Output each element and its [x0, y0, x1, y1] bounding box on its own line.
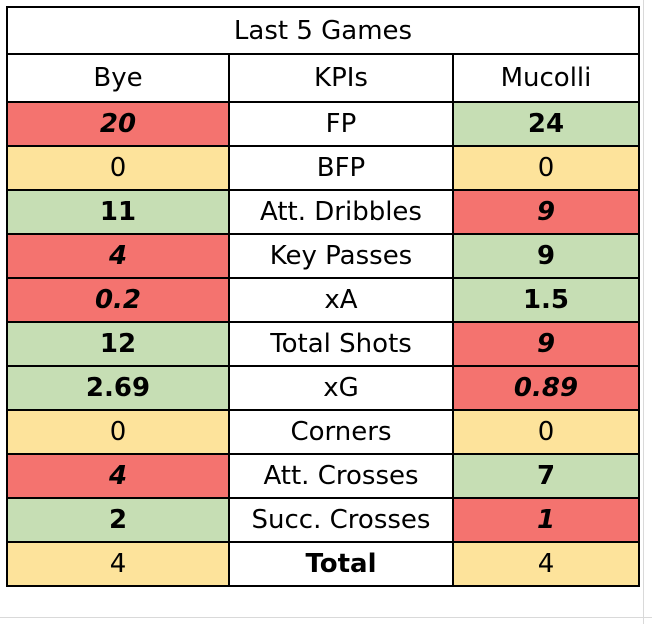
kpi-table-body: Last 5 Games Bye KPIs Mucolli 20 FP 24 0 BFP…	[6, 6, 640, 587]
right-value-cell: 24	[452, 101, 640, 147]
right-value-cell: 9	[452, 321, 640, 367]
table-row: 2.69 xG 0.89	[6, 365, 640, 411]
header-row: Bye KPIs Mucolli	[6, 53, 640, 103]
total-row: 4 Total 4	[6, 541, 640, 587]
left-value-cell: 0.2	[6, 277, 230, 323]
kpi-label-cell: BFP	[228, 145, 454, 191]
kpi-label-cell: xA	[228, 277, 454, 323]
table-row: 0 Corners 0	[6, 409, 640, 455]
kpi-label-cell: xG	[228, 365, 454, 411]
left-value-cell: 20	[6, 101, 230, 147]
total-right-cell: 4	[452, 541, 640, 587]
right-value-cell: 1.5	[452, 277, 640, 323]
right-value-cell: 1	[452, 497, 640, 543]
header-player-right: Mucolli	[452, 53, 640, 103]
left-value-cell: 2	[6, 497, 230, 543]
kpi-label-cell: Corners	[228, 409, 454, 455]
right-value-cell: 0.89	[452, 365, 640, 411]
right-value-cell: 9	[452, 233, 640, 279]
table-row: 4 Key Passes 9	[6, 233, 640, 279]
left-value-cell: 4	[6, 233, 230, 279]
table-row: 2 Succ. Crosses 1	[6, 497, 640, 543]
header-kpis: KPIs	[228, 53, 454, 103]
table-row: 12 Total Shots 9	[6, 321, 640, 367]
total-label-cell: Total	[228, 541, 454, 587]
kpi-label-cell: Att. Crosses	[228, 453, 454, 499]
right-value-cell: 9	[452, 189, 640, 235]
table-row: 11 Att. Dribbles 9	[6, 189, 640, 235]
sheet-gridline	[0, 617, 652, 618]
table-title: Last 5 Games	[6, 6, 640, 55]
table-row: 4 Att. Crosses 7	[6, 453, 640, 499]
kpi-label-cell: Succ. Crosses	[228, 497, 454, 543]
left-value-cell: 2.69	[6, 365, 230, 411]
sheet-gridline	[643, 0, 644, 624]
right-value-cell: 7	[452, 453, 640, 499]
kpi-label-cell: Att. Dribbles	[228, 189, 454, 235]
table-row: 20 FP 24	[6, 101, 640, 147]
right-value-cell: 0	[452, 409, 640, 455]
left-value-cell: 11	[6, 189, 230, 235]
left-value-cell: 0	[6, 145, 230, 191]
left-value-cell: 12	[6, 321, 230, 367]
left-value-cell: 0	[6, 409, 230, 455]
left-value-cell: 4	[6, 453, 230, 499]
kpi-label-cell: Key Passes	[228, 233, 454, 279]
right-value-cell: 0	[452, 145, 640, 191]
kpi-comparison-table: Last 5 Games Bye KPIs Mucolli 20 FP 24 0 BFP…	[6, 6, 640, 587]
header-player-left: Bye	[6, 53, 230, 103]
title-row: Last 5 Games	[6, 6, 640, 55]
total-left-cell: 4	[6, 541, 230, 587]
kpi-label-cell: FP	[228, 101, 454, 147]
kpi-label-cell: Total Shots	[228, 321, 454, 367]
table-row: 0.2 xA 1.5	[6, 277, 640, 323]
table-row: 0 BFP 0	[6, 145, 640, 191]
